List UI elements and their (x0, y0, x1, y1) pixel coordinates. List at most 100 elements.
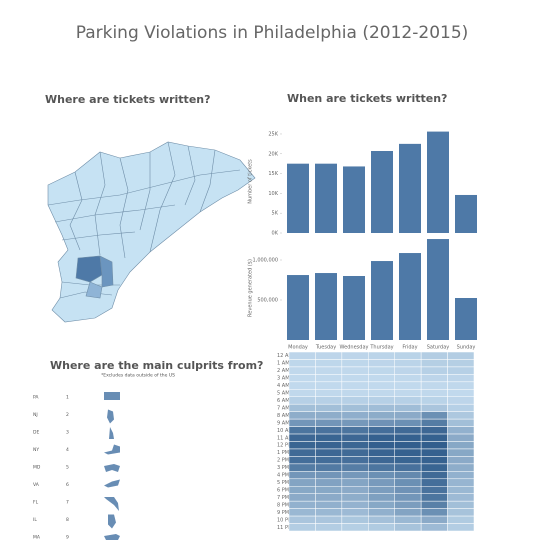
heat-cell (447, 381, 475, 390)
heat-cell (288, 478, 316, 487)
bar (315, 163, 337, 233)
heat-cell (447, 471, 475, 480)
heat-cell (394, 389, 422, 397)
heat-cell (341, 359, 369, 368)
district-line (69, 171, 83, 251)
bar (287, 163, 309, 233)
heat-cell (394, 374, 422, 383)
heat-cell (420, 359, 448, 368)
state-rank: 2 (66, 412, 69, 418)
heat-cell (315, 418, 343, 427)
x-tick-label: Friday (402, 345, 417, 351)
heat-cell (420, 374, 448, 383)
row-label: 11 AM (277, 435, 293, 441)
heat-cell (288, 426, 316, 435)
row-label: 2 AM (277, 368, 290, 374)
x-tick-label: Wednesday (340, 345, 369, 351)
bar (371, 150, 393, 233)
heat-cell (368, 493, 395, 502)
heat-cell (315, 478, 343, 487)
bar (399, 143, 421, 233)
state-code: IL (33, 517, 37, 523)
heat-cell (315, 396, 343, 405)
heat-cell (447, 448, 475, 457)
district-line (119, 157, 129, 259)
y-tick-label: 0K (272, 231, 279, 237)
heat-cell (288, 396, 316, 405)
y-tick-label: 1,000,000 (253, 258, 278, 264)
state-shape (107, 409, 114, 424)
heat-cell (420, 441, 448, 450)
heat-cell (420, 515, 448, 524)
heat-cell (368, 523, 395, 532)
y-axis-label: Number of tickets (248, 159, 254, 204)
heat-cell (394, 441, 422, 450)
heat-cell (288, 441, 316, 450)
x-tick-label: Sunday (457, 345, 476, 351)
heat-cell (394, 381, 422, 390)
state-shape (104, 444, 120, 455)
heat-cell (420, 508, 448, 517)
heat-cell (288, 471, 316, 480)
heat-cell (341, 366, 369, 375)
heat-cell (315, 359, 343, 368)
heat-cell (447, 523, 475, 532)
heat-cell (341, 508, 369, 517)
heat-cell (394, 463, 422, 472)
map-title: Where are tickets written? (45, 93, 211, 106)
heat-cell (341, 486, 369, 494)
heat-cell (288, 351, 316, 360)
heat-cell (288, 463, 316, 472)
state-code: FL (33, 500, 39, 506)
heat-cell (420, 433, 448, 442)
x-tick-label: Monday (288, 345, 308, 351)
heat-cell (368, 448, 395, 457)
heat-cell (420, 411, 448, 420)
heat-cell (447, 418, 475, 427)
heat-cell (368, 403, 395, 412)
heat-cell (315, 403, 343, 412)
heat-cell (341, 441, 369, 450)
x-tick-label: Thursday (369, 345, 393, 351)
state-shape (104, 479, 120, 488)
heat-cell (420, 486, 448, 494)
row-label: 1 AM (277, 361, 290, 367)
heat-cell (420, 456, 448, 465)
heat-cell (368, 359, 395, 368)
heat-cell (341, 389, 369, 397)
heat-cell (368, 508, 395, 517)
heat-cell (447, 433, 475, 442)
heat-cell (315, 493, 343, 502)
state-shape (104, 392, 120, 400)
heat-cell (394, 366, 422, 375)
heat-cell (368, 500, 395, 509)
bar (371, 261, 393, 340)
heat-cell (447, 426, 475, 435)
heat-cell (368, 486, 395, 494)
district-line (54, 204, 176, 223)
highlight-district (75, 255, 103, 283)
heat-cell (420, 403, 448, 412)
state-shape (104, 534, 120, 540)
heat-cell (420, 389, 448, 397)
heat-cell (315, 508, 343, 517)
row-label: 6 AM (277, 398, 290, 404)
heat-cell (341, 515, 369, 524)
heat-cell (368, 471, 395, 480)
row-label: 10 PM (277, 517, 292, 523)
heat-cell (394, 433, 422, 442)
heat-cell (341, 500, 369, 509)
district-line (184, 145, 196, 206)
row-label: 10 AM (277, 428, 293, 434)
state-rank: 9 (66, 535, 69, 540)
heat-cell (447, 515, 475, 524)
heat-cell (288, 448, 316, 457)
heat-cell (288, 500, 316, 509)
x-tick-label: Tuesday (315, 345, 336, 351)
heat-cell (368, 478, 395, 487)
y-tick-label: 20K (268, 151, 278, 157)
state-shape (104, 497, 119, 511)
heat-cell (368, 441, 395, 450)
bar (343, 276, 365, 340)
heat-cell (447, 359, 475, 368)
